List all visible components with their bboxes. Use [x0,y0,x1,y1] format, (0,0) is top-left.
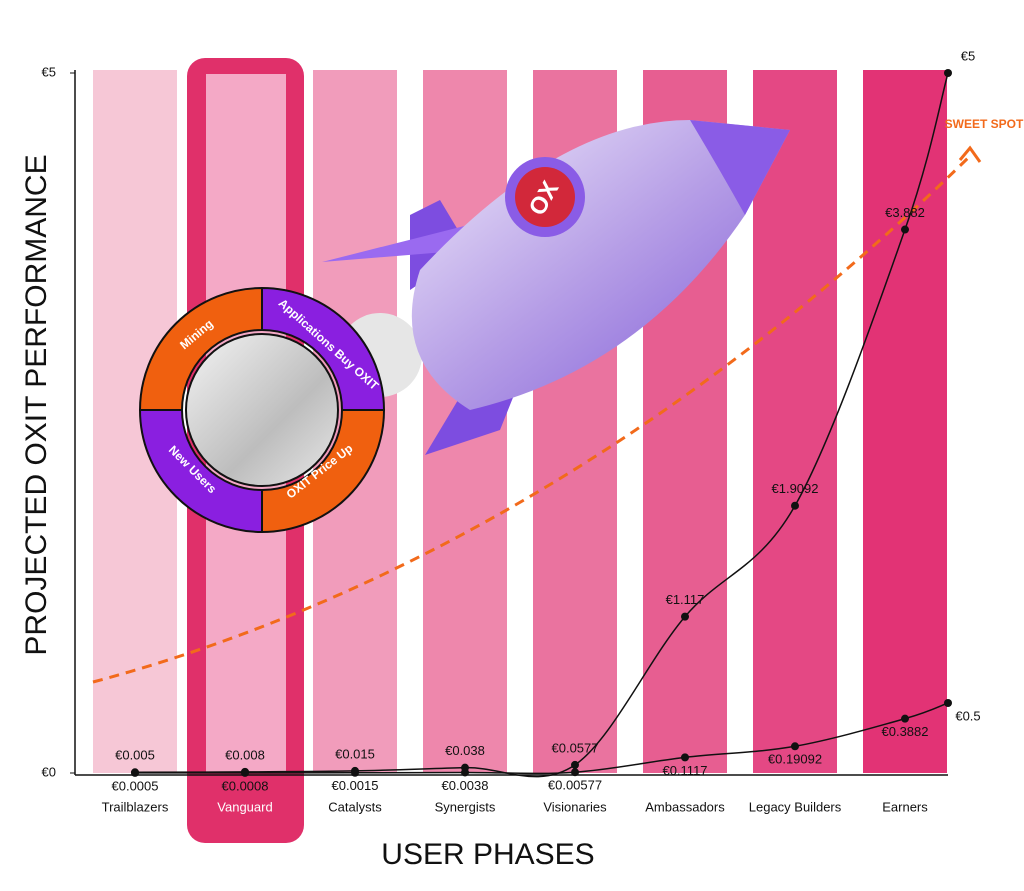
x-axis-title: USER PHASES [381,838,594,871]
x-tick-label: Vanguard [217,799,272,814]
data-label: €3.882 [885,205,925,220]
data-point [791,501,799,510]
x-tick-label: Legacy Builders [749,799,842,814]
data-label: €0.3882 [882,724,929,739]
data-label: €0.5 [955,708,980,723]
sweet-spot-curve [92,156,970,684]
cycle-segment [138,409,263,534]
data-point [571,768,579,777]
y-tick-label: €5 [42,64,56,79]
sweet-spot-label: SWEET SPOT [945,117,1024,131]
data-label: €0.008 [225,747,265,762]
x-tick-label: Trailblazers [102,799,169,814]
phase-bar [863,70,947,773]
data-point [681,612,689,621]
data-point [901,225,909,234]
x-tick-label: Ambassadors [645,799,725,814]
data-point [131,768,139,777]
data-point [461,768,469,777]
data-label: €0.0038 [442,778,489,793]
data-label: €0.0008 [222,778,269,793]
data-point [681,753,689,762]
data-label: €5 [961,48,975,63]
data-label: €0.0015 [332,778,379,793]
phase-bar [753,70,837,773]
data-label: €0.1117 [662,763,707,778]
sweet-spot-arrow [958,145,982,163]
data-point [351,768,359,777]
data-label: €0.19092 [768,752,822,767]
data-label: €0.038 [445,743,485,758]
cycle-center [185,333,339,487]
data-label: €0.015 [335,746,375,761]
data-label: €0.0005 [112,778,159,793]
data-label: €0.0577 [552,740,599,755]
data-point [944,699,952,707]
x-tick-label: Earners [882,799,928,814]
data-label: €0.005 [115,748,155,763]
data-point [944,69,952,77]
data-point [901,714,909,723]
data-point [571,760,579,769]
x-tick-label: Visionaries [543,799,607,814]
data-label: €1.117 [666,592,705,607]
series-line [134,72,949,778]
x-tick-label: Synergists [435,799,496,814]
rocket: OX [322,120,790,455]
data-label: €1.9092 [772,481,819,496]
x-tick-label: Catalysts [328,799,382,814]
data-label: €0.00577 [548,778,602,793]
series-line [134,702,949,775]
y-tick-label: €0 [42,764,56,779]
y-axis-title: PROJECTED OXIT PERFORMANCE [20,154,53,655]
data-point [791,742,799,751]
data-point [241,768,249,777]
